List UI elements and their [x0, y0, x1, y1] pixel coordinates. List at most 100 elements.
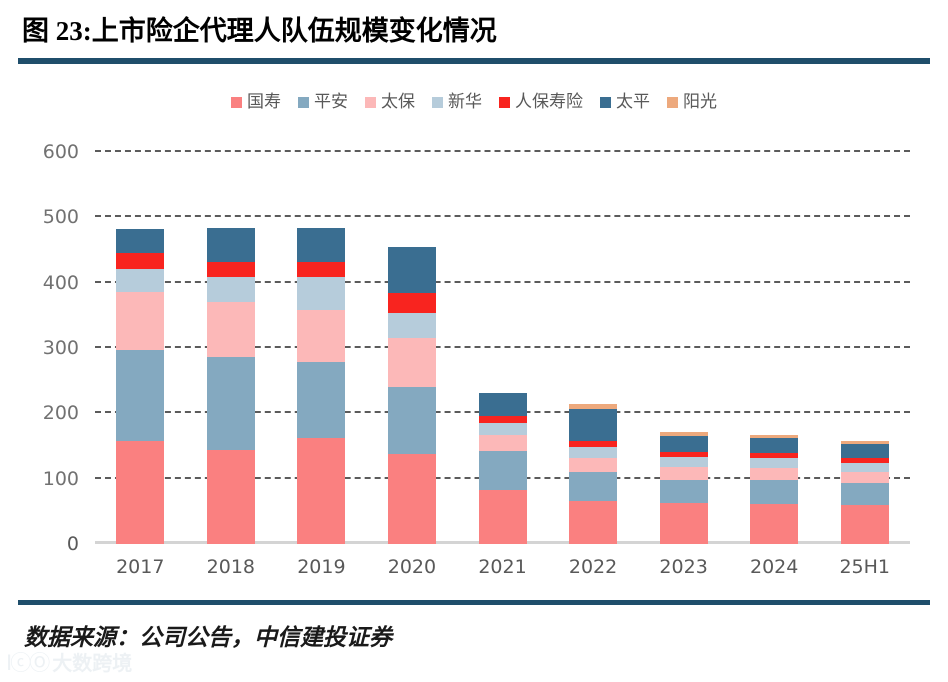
bar-stack[interactable]: 2019	[297, 227, 346, 578]
bar-segment[interactable]	[659, 435, 708, 452]
bar-stack[interactable]: 2017	[116, 229, 165, 578]
bar-segment[interactable]	[297, 276, 346, 311]
bar-segment[interactable]	[840, 444, 889, 458]
legend-label: 新华	[448, 92, 482, 112]
bar-stack[interactable]: 2021	[478, 393, 527, 578]
gridline: 400	[43, 272, 910, 294]
bar-segment[interactable]	[840, 483, 889, 506]
bar-segment[interactable]	[750, 438, 799, 454]
bar-segment[interactable]	[206, 357, 255, 450]
bar-segment[interactable]	[206, 449, 255, 544]
bar-stack[interactable]: 25H1	[839, 440, 890, 578]
legend-swatch-icon	[432, 96, 443, 108]
x-axis-tick-label: 2019	[297, 556, 346, 578]
gridline: 600	[43, 141, 910, 163]
bar-segment[interactable]	[659, 479, 708, 503]
bar-segment[interactable]	[206, 277, 255, 302]
legend-item[interactable]: 人保寿险	[499, 92, 583, 112]
bar-stack[interactable]: 2024	[750, 434, 799, 578]
gridline: 300	[43, 337, 910, 359]
bar-segment[interactable]	[478, 490, 527, 544]
bar-segment[interactable]	[750, 458, 799, 468]
bar-segment[interactable]	[750, 434, 799, 439]
y-axis-tick-label: 0	[66, 533, 79, 555]
bar-segment[interactable]	[297, 227, 346, 262]
bar-segment[interactable]	[116, 291, 165, 350]
bar-stack[interactable]: 2023	[659, 432, 708, 578]
source-note: 数据来源：公司公告，中信建投证券	[24, 625, 392, 650]
bar-segment[interactable]	[750, 453, 799, 459]
bar-segment[interactable]	[387, 246, 436, 293]
bar-stack[interactable]: 2020	[387, 246, 436, 578]
bar-segment[interactable]	[659, 451, 708, 458]
bar-segment[interactable]	[387, 387, 436, 454]
plot-area: 0 100 200 300 400 500 600 2017 2018 2019 2020 2021 2…	[43, 141, 910, 578]
watermark-logo-icon: ⅠⓒⓄ	[6, 651, 50, 675]
bar-stack[interactable]: 2022	[569, 403, 618, 578]
bar-segment[interactable]	[750, 503, 799, 544]
legend-swatch-icon	[600, 96, 611, 108]
y-axis-tick-label: 100	[42, 467, 79, 490]
bar-segment[interactable]	[387, 338, 436, 388]
bar-segment[interactable]	[387, 312, 436, 339]
bar-segment[interactable]	[116, 349, 165, 441]
legend-item[interactable]: 平安	[298, 92, 348, 112]
bar-segment[interactable]	[206, 301, 255, 358]
bar-segment[interactable]	[750, 479, 799, 504]
x-axis-tick-label: 25H1	[839, 556, 890, 578]
legend-label: 平安	[314, 92, 348, 112]
bar-segment[interactable]	[840, 463, 889, 472]
bar-segment[interactable]	[206, 261, 255, 278]
bar-segment[interactable]	[116, 440, 165, 544]
x-axis-tick-label: 2021	[478, 556, 527, 578]
bar-segment[interactable]	[478, 434, 527, 452]
bar-segment[interactable]	[659, 457, 708, 467]
x-axis-tick-label: 2024	[749, 556, 799, 578]
header-divider	[18, 58, 930, 64]
bar-segment[interactable]	[116, 229, 165, 253]
legend-item[interactable]: 太平	[600, 92, 650, 112]
bar-segment[interactable]	[840, 440, 889, 445]
bar-segment[interactable]	[116, 268, 165, 292]
bar-segment[interactable]	[116, 252, 165, 269]
bar-segment[interactable]	[478, 393, 527, 416]
bar-segment[interactable]	[387, 453, 436, 544]
legend-item[interactable]: 太保	[365, 92, 415, 112]
bar-segment[interactable]	[297, 438, 346, 544]
bar-segment[interactable]	[750, 467, 799, 480]
bar-stack[interactable]: 2018	[206, 227, 255, 578]
bar-segment[interactable]	[569, 447, 618, 458]
x-axis-tick-label: 2020	[387, 556, 437, 578]
x-axis-tick-label: 2023	[659, 556, 708, 578]
bar-segment[interactable]	[206, 227, 255, 262]
bar-segment[interactable]	[297, 261, 346, 277]
bar-segment[interactable]	[478, 451, 527, 491]
bar-segment[interactable]	[569, 500, 618, 544]
bar-segment[interactable]	[659, 502, 708, 544]
bar-segment[interactable]	[387, 292, 436, 313]
legend-label: 太保	[381, 92, 415, 112]
legend-item[interactable]: 阳光	[667, 92, 717, 112]
bar-segment[interactable]	[659, 466, 708, 480]
x-axis-tick-label: 2018	[206, 556, 256, 578]
bar-segment[interactable]	[569, 408, 618, 442]
bar-segment[interactable]	[478, 415, 527, 423]
legend-swatch-icon	[231, 96, 242, 108]
bar-segment[interactable]	[297, 361, 346, 439]
bar-segment[interactable]	[840, 471, 889, 484]
legend-label: 国寿	[247, 92, 281, 112]
bar-segment[interactable]	[659, 432, 708, 436]
bar-segment[interactable]	[569, 441, 618, 448]
bar-segment[interactable]	[569, 403, 618, 409]
chart-legend: 国寿 平安 太保 新华 人保寿险 太平 阳光	[0, 92, 948, 112]
legend-label: 太平	[616, 92, 650, 112]
bar-segment[interactable]	[569, 457, 618, 472]
bar-segment[interactable]	[478, 422, 527, 435]
bar-segment[interactable]	[840, 505, 889, 544]
legend-item[interactable]: 新华	[432, 92, 482, 112]
bar-segment[interactable]	[297, 310, 346, 362]
bar-segment[interactable]	[569, 471, 618, 501]
legend-item[interactable]: 国寿	[231, 92, 281, 112]
bar-segment[interactable]	[840, 457, 889, 464]
